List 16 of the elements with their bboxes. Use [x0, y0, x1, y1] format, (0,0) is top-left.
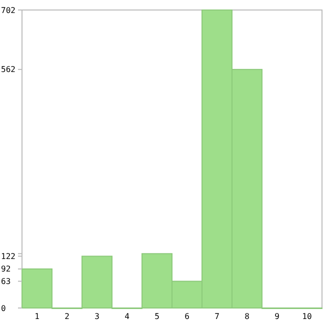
y-tick-label: 0: [1, 304, 6, 313]
y-tick-label: 63: [1, 277, 11, 286]
y-tick-label: 92: [1, 264, 11, 274]
y-tick-label: 562: [1, 65, 16, 74]
x-tick-label: 9: [274, 312, 280, 321]
x-tick-label: 6: [184, 312, 190, 321]
x-tick-label: 8: [244, 312, 250, 321]
x-tick-label: 4: [124, 312, 130, 321]
x-tick-label: 1: [34, 312, 40, 321]
x-tick-label: 10: [302, 312, 312, 321]
x-tick-label: 2: [64, 312, 70, 321]
y-tick-label: 702: [1, 6, 16, 15]
x-tick-label: 3: [94, 312, 100, 321]
y-tick-label: 122: [1, 252, 16, 262]
x-tick-label: 7: [214, 312, 220, 321]
x-tick-label: 5: [154, 312, 160, 321]
